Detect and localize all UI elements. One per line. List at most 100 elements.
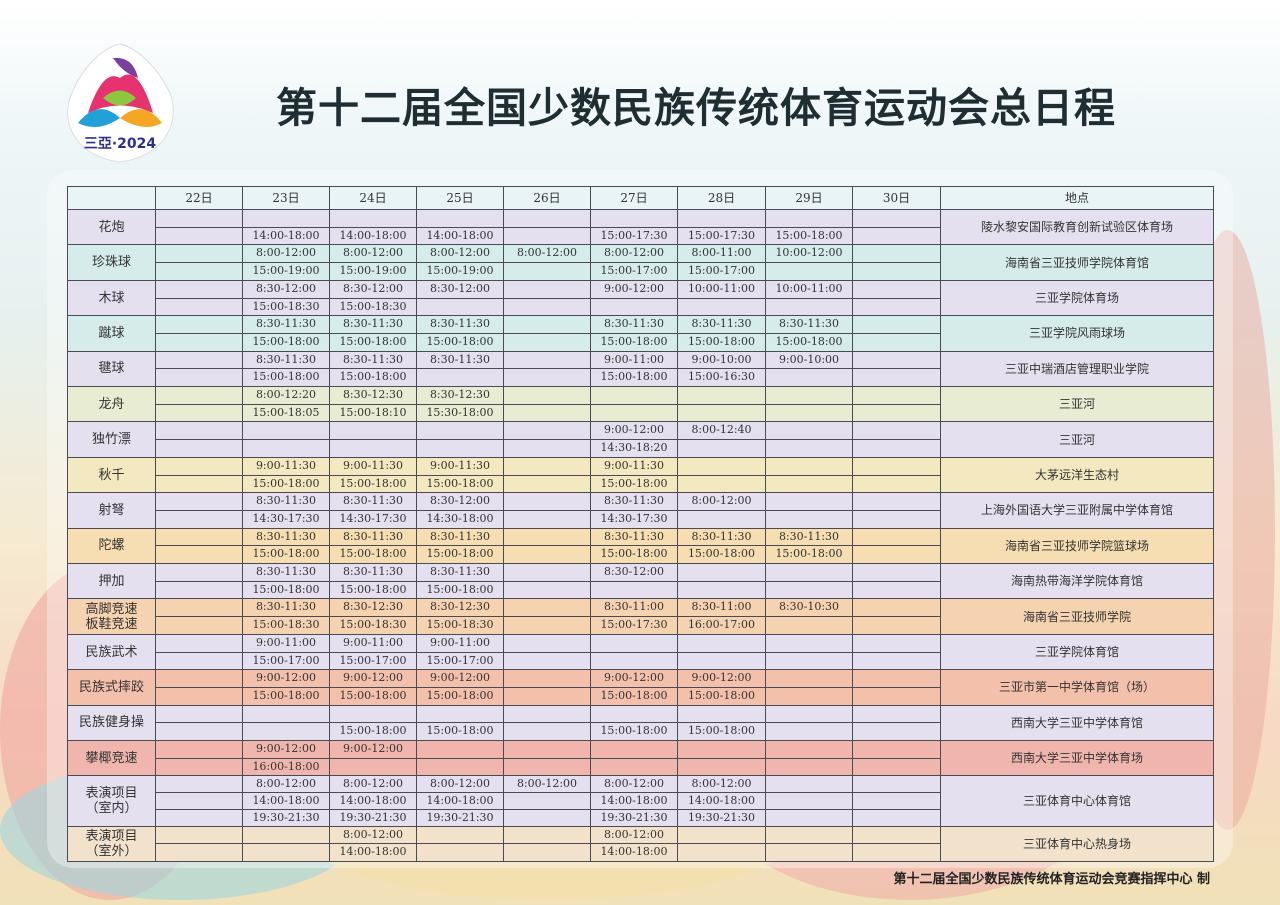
table-row: 民族式摔跤 9:00-12:00 9:00-12:00 9:00-12:00 9:00-…: [67, 669, 1214, 706]
time-slot: [155, 686, 243, 706]
time-slot: [677, 580, 766, 600]
time-slot: 8:00-12:20: [242, 386, 330, 405]
time-slot: [677, 456, 766, 476]
event-name: 花炮: [67, 208, 156, 246]
time-slot: [852, 775, 941, 794]
time-slot: [503, 403, 591, 423]
time-slot: 15:00-18:00: [677, 686, 766, 706]
time-slot: [677, 843, 766, 862]
time-slot: [503, 474, 591, 494]
time-slot: 8:30-11:30: [677, 315, 766, 334]
time-slot: [155, 492, 243, 511]
time-slot: [155, 775, 243, 794]
table-row: 16:00-18:00: [67, 757, 1214, 777]
event-venue: 海南省三亚技师学院体育馆: [940, 244, 1214, 281]
time-slot: 8:00-12:00: [242, 244, 330, 264]
time-slot: [503, 843, 591, 862]
event-name: 高脚竞速 板鞋竞速: [67, 598, 156, 635]
time-slot: 8:00-12:00: [503, 775, 591, 794]
time-slot: [503, 332, 591, 352]
time-slot: 15:00-17:00: [677, 262, 766, 281]
time-slot: 14:00-18:00: [329, 226, 417, 246]
event-venue: 海南热带海洋学院体育馆: [940, 563, 1214, 600]
time-slot: [852, 226, 941, 246]
time-slot: 9:00-11:00: [329, 633, 417, 653]
time-slot: 15:00-18:00: [329, 722, 417, 742]
time-slot: 9:00-11:30: [416, 456, 504, 476]
time-slot: 9:00-12:00: [590, 421, 678, 441]
table-row: 独竹漂 9:00-12:00 8:00-12:40 三亚河: [67, 421, 1214, 458]
header-day: 25日: [416, 186, 504, 210]
time-slot: [765, 509, 853, 529]
time-slot: [155, 279, 243, 299]
time-slot: [852, 262, 941, 281]
time-slot: [503, 527, 591, 547]
time-slot: [155, 722, 243, 742]
time-slot: 15:00-18:30: [329, 616, 417, 635]
time-slot: 9:00-10:00: [765, 350, 853, 370]
time-slot: 8:00-12:00: [677, 492, 766, 511]
event-name: 民族健身操: [67, 704, 156, 742]
time-slot: 15:00-18:00: [590, 722, 678, 742]
time-slot: [852, 633, 941, 653]
time-slot: 8:00-12:00: [590, 775, 678, 794]
time-slot: [765, 209, 853, 228]
time-slot: [155, 386, 243, 405]
time-slot: [852, 421, 941, 441]
time-slot: [416, 209, 504, 228]
time-slot: [155, 226, 243, 246]
table-row: 秋千 9:00-11:30 9:00-11:30 9:00-11:30 9:00-11:…: [67, 456, 1214, 494]
time-slot: [852, 563, 941, 582]
table-row: 攀椰竞速 9:00-12:00 9:00-12:00 西南大学三亚中学体育场: [67, 740, 1214, 777]
time-slot: 15:00-18:00: [242, 332, 330, 352]
time-slot: 14:00-18:00: [329, 843, 417, 862]
time-slot: [590, 297, 678, 317]
time-slot: [765, 843, 853, 862]
time-slot: 19:30-21:30: [329, 808, 417, 827]
table-row: 花炮 陵水黎安国际教育创新试验区体育场: [67, 208, 1214, 246]
time-slot: [155, 368, 243, 388]
table-row: 民族武术 9:00-11:00 9:00-11:00 9:00-11:00 三亚学院体育…: [67, 633, 1214, 671]
time-slot: 9:00-12:00: [416, 669, 504, 688]
time-slot: [677, 563, 766, 582]
time-slot: 9:00-12:00: [677, 669, 766, 688]
time-slot: 15:00-18:00: [416, 545, 504, 565]
time-slot: 8:30-11:30: [329, 527, 417, 547]
time-slot: [155, 792, 243, 810]
time-slot: 9:00-11:30: [329, 456, 417, 476]
time-slot: 15:00-18:30: [242, 616, 330, 635]
time-slot: [765, 403, 853, 423]
time-slot: 8:30-11:30: [590, 527, 678, 547]
table-row: 15:00-18:00 15:00-18:00 15:00-18:00 15:00-1…: [67, 722, 1214, 742]
time-slot: [416, 368, 504, 388]
time-slot: 15:00-18:00: [677, 545, 766, 565]
time-slot: [242, 704, 330, 724]
time-slot: 15:00-17:30: [590, 226, 678, 246]
time-slot: [852, 843, 941, 862]
time-slot: [590, 580, 678, 600]
time-slot: [765, 740, 853, 759]
time-slot: [677, 474, 766, 494]
event-name: 射弩: [67, 492, 156, 529]
time-slot: 8:00-12:00: [329, 825, 417, 845]
time-slot: 15:00-17:00: [416, 651, 504, 671]
time-slot: [765, 492, 853, 511]
time-slot: [677, 740, 766, 759]
time-slot: [503, 315, 591, 334]
time-slot: 15:00-18:00: [765, 332, 853, 352]
time-slot: [852, 808, 941, 827]
time-slot: 8:30-10:30: [765, 598, 853, 618]
time-slot: [503, 279, 591, 299]
table-row: 15:00-19:00 15:00-19:00 15:00-19:00 15:00-1…: [67, 262, 1214, 281]
time-slot: [329, 209, 417, 228]
time-slot: 14:30-17:30: [590, 509, 678, 529]
table-row: 蹴球 8:30-11:30 8:30-11:30 8:30-11:30 8:30-11:…: [67, 315, 1214, 352]
time-slot: [852, 474, 941, 494]
time-slot: 15:00-17:00: [242, 651, 330, 671]
time-slot: 14:30-17:30: [242, 509, 330, 529]
time-slot: 9:00-11:00: [416, 633, 504, 653]
time-slot: [852, 279, 941, 299]
time-slot: 8:30-11:30: [765, 527, 853, 547]
time-slot: [155, 825, 243, 845]
time-slot: 15:00-18:00: [416, 332, 504, 352]
